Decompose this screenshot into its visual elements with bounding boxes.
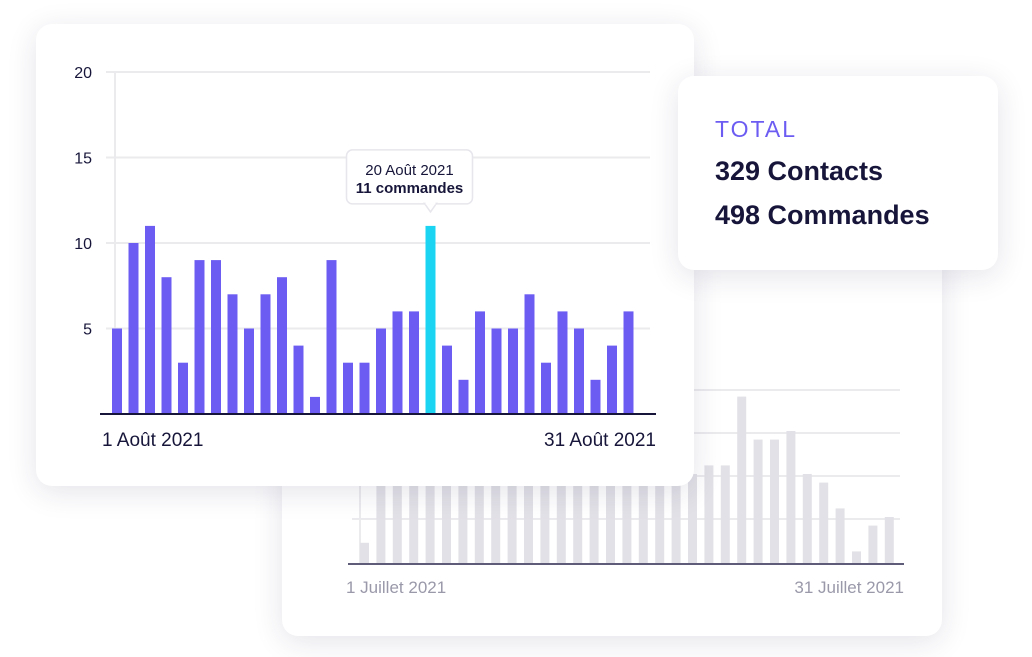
total-card: TOTAL 329 Contacts 498 Commandes (678, 76, 998, 270)
data-bar (574, 328, 584, 414)
july-bar (884, 517, 894, 564)
july-bar (868, 525, 878, 564)
july-bar (540, 474, 550, 564)
july-x-start-label: 1 Juillet 2021 (346, 578, 446, 597)
july-bar (360, 542, 369, 564)
data-bar (524, 294, 535, 414)
july-bar (655, 474, 665, 564)
july-bar (704, 465, 714, 564)
july-bar (688, 474, 697, 564)
x-end-label: 31 Août 2021 (544, 430, 656, 451)
data-bar (442, 345, 452, 414)
data-bar (409, 311, 419, 414)
july-bar (638, 474, 648, 564)
july-bar (392, 474, 402, 564)
data-bar (557, 311, 568, 414)
data-bar (343, 362, 353, 414)
data-bar (260, 294, 271, 414)
data-bar (310, 396, 320, 414)
july-bar (524, 474, 533, 564)
tooltip-value: 11 commandes (356, 180, 464, 197)
data-bar (277, 277, 287, 414)
july-bar (474, 474, 484, 564)
july-bar (376, 474, 386, 564)
july-bar (425, 474, 435, 564)
july-x-end-label: 31 Juillet 2021 (794, 578, 904, 597)
data-bar (128, 243, 139, 414)
july-bar (671, 474, 681, 564)
data-bar (607, 345, 617, 414)
july-bar (786, 431, 796, 564)
total-orders: 498 Commandes (715, 200, 930, 230)
y-tick-label: 5 (83, 322, 92, 339)
data-bar (590, 379, 601, 414)
july-bar (409, 474, 419, 564)
total-contacts: 329 Contacts (715, 156, 884, 186)
data-bar (376, 328, 386, 414)
july-bar (852, 551, 861, 564)
july-bar (737, 396, 747, 564)
data-bar (541, 362, 551, 414)
data-bar (145, 225, 155, 414)
july-bar (573, 474, 583, 564)
y-tick-label: 20 (74, 65, 92, 82)
july-bar (622, 474, 632, 564)
tooltip-date: 20 Août 2021 (365, 162, 453, 179)
july-bar (458, 474, 468, 564)
august-bar-chart: 20 15 10 5 1 Août 2021 31 Août 2021 20 Août 20… (74, 65, 656, 451)
data-bar (623, 311, 634, 414)
data-bar (194, 260, 205, 414)
july-bar (442, 474, 451, 564)
july-bar (606, 474, 615, 564)
july-bar (491, 474, 501, 564)
x-start-label: 1 Août 2021 (102, 430, 203, 451)
data-bar (359, 362, 370, 414)
tooltip-pointer (423, 202, 438, 214)
july-bar (819, 482, 829, 564)
data-bar (161, 277, 172, 414)
july-bar (556, 474, 566, 564)
july-bar (802, 474, 812, 564)
july-bar (720, 465, 730, 564)
data-bar (491, 328, 502, 414)
data-bar (475, 311, 485, 414)
july-bar (507, 474, 517, 564)
data-bar (326, 260, 337, 414)
data-bar (211, 260, 221, 414)
data-bar (392, 311, 403, 414)
july-bar (753, 439, 763, 564)
july-bar (770, 439, 779, 564)
july-bar (589, 474, 599, 564)
total-label: TOTAL (715, 116, 797, 142)
data-bar (293, 345, 304, 414)
data-bar (112, 328, 122, 414)
y-tick-label: 10 (74, 236, 92, 253)
august-chart-card: 20 15 10 5 1 Août 2021 31 Août 2021 20 Août 20… (36, 24, 694, 486)
data-bar (178, 362, 188, 414)
y-tick-label: 15 (74, 151, 92, 168)
tooltip-box (345, 149, 474, 205)
data-bar (458, 379, 469, 414)
highlighted-bar (425, 225, 436, 414)
data-bar (508, 328, 518, 414)
july-bar (835, 508, 845, 564)
data-bar (227, 294, 238, 414)
data-bar (244, 328, 254, 414)
